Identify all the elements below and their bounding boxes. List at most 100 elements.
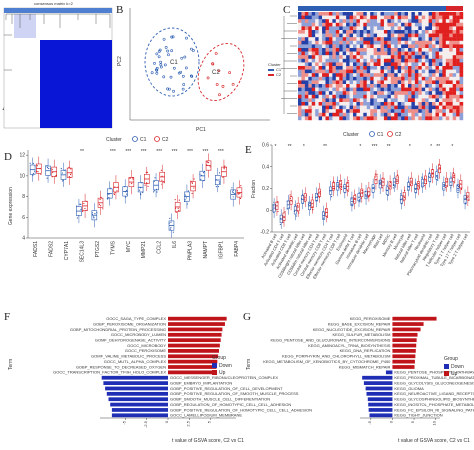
heatmap-cell [383, 87, 388, 92]
heatmap-cell [452, 40, 457, 45]
bar-g-marks: -5 0 5 10KEGG_PEROXISOMEKEGG_BASE_EXCISION_… [263, 316, 474, 425]
heatmap-cell [459, 84, 464, 88]
bar-up [168, 349, 219, 353]
box-point-c2 [305, 194, 307, 197]
box-point-c2 [347, 190, 349, 193]
heatmap-cell [394, 84, 398, 88]
box-point-c2 [277, 201, 279, 203]
heatmap-cell [342, 105, 347, 110]
heatmap-cell [421, 105, 426, 110]
heatmap-cell [452, 73, 457, 77]
heatmap-cell [435, 48, 440, 52]
heatmap-cell [328, 51, 333, 56]
heatmap-cell [363, 73, 367, 77]
heatmap-cell [356, 44, 361, 49]
heatmap-cell [328, 105, 333, 110]
x-category-label: IGFBP1 [218, 241, 224, 259]
heatmap-cell [349, 94, 354, 99]
heatmap-cell [428, 37, 433, 41]
box-point-c1 [421, 186, 423, 188]
box-point-c1 [154, 177, 156, 179]
box-point-c2 [389, 186, 391, 188]
heatmap-cell [432, 76, 436, 81]
heatmap-cell [318, 26, 323, 31]
heatmap-cell [366, 76, 371, 81]
box-point-c2 [431, 168, 434, 171]
heatmap-cell [394, 15, 398, 20]
box-point-c1 [358, 192, 361, 194]
heatmap-cell [438, 102, 443, 106]
x-category-label: NAMPT [203, 241, 209, 259]
box-point-c1 [234, 192, 236, 195]
heatmap-cell [339, 33, 343, 38]
heatmap-cell [332, 105, 337, 110]
heatmap-cell [370, 19, 374, 23]
box-point-c2 [417, 182, 420, 185]
heatmap-cell [418, 44, 422, 49]
bar-down [110, 402, 168, 407]
heatmap-cell [332, 62, 337, 67]
heatmap-cell [414, 30, 419, 34]
heatmap-cell [456, 62, 460, 67]
heatmap-cell [404, 22, 409, 27]
heatmap-cell [397, 40, 402, 45]
heatmap-cell [308, 112, 312, 117]
heatmap-cell [304, 51, 309, 56]
heatmap-cell [387, 40, 392, 45]
heatmap-cell [404, 76, 409, 81]
heatmap-cell [328, 48, 333, 52]
heatmap-cell [318, 80, 323, 85]
heatmap-cell [390, 58, 395, 63]
heatmap-cell [342, 15, 347, 20]
heatmap-cell [459, 69, 464, 74]
heatmap-cell [322, 33, 326, 38]
box-point-c2 [207, 161, 210, 164]
box-point-c1 [142, 191, 144, 194]
heatmap-cell [322, 91, 326, 95]
box-point-c2 [132, 177, 134, 179]
heatmap-cell [397, 58, 402, 63]
heatmap-cell [322, 44, 326, 49]
heatmap-cell [456, 98, 460, 103]
term-label: KEGG_BASE_EXCISION_REPAIR [328, 321, 391, 326]
box-point-c2 [432, 172, 434, 174]
heatmap-cell [380, 116, 385, 121]
heatmap-cell [456, 73, 460, 77]
heatmap-cell [456, 37, 460, 41]
heatmap-cell [428, 51, 433, 56]
heatmap-cell [414, 91, 419, 95]
heatmap-cell [322, 15, 326, 20]
heatmap-cell [328, 44, 333, 49]
heatmap-cell [387, 102, 392, 106]
box-point-c2 [290, 195, 292, 198]
heatmap-cell [425, 12, 429, 16]
heatmap-cell [408, 62, 412, 67]
heatmap-cell [377, 37, 381, 41]
heatmap-cell [449, 69, 453, 74]
box-point-c1 [457, 186, 460, 188]
box-point-c2 [68, 166, 70, 169]
heatmap-cell [359, 22, 364, 27]
heatmap-cell [383, 48, 388, 52]
cluster-c1-label: C1 [170, 60, 178, 66]
box-point-c2 [325, 208, 327, 211]
heatmap-cell [377, 48, 381, 52]
heatmap-cell [425, 66, 429, 70]
heatmap-cell [308, 87, 312, 92]
heatmap-cell [315, 15, 319, 20]
heatmap-cell [387, 94, 392, 99]
box-point-c1 [337, 184, 339, 186]
heatmap-cell [414, 37, 419, 41]
term-label: GOBP_POSITIVE_REGULATION_OF_SMOOTH_MUSCL… [170, 391, 299, 396]
heatmap-cell [411, 12, 416, 16]
heatmap-cell [332, 94, 337, 99]
heatmap-cell [452, 12, 457, 16]
box-point-c2 [85, 200, 87, 202]
heatmap-cell [356, 105, 361, 110]
box-point-c2 [468, 199, 470, 201]
heatmap-cell [308, 19, 312, 23]
box-point-c1 [273, 205, 275, 207]
heatmap-cell [322, 98, 326, 103]
